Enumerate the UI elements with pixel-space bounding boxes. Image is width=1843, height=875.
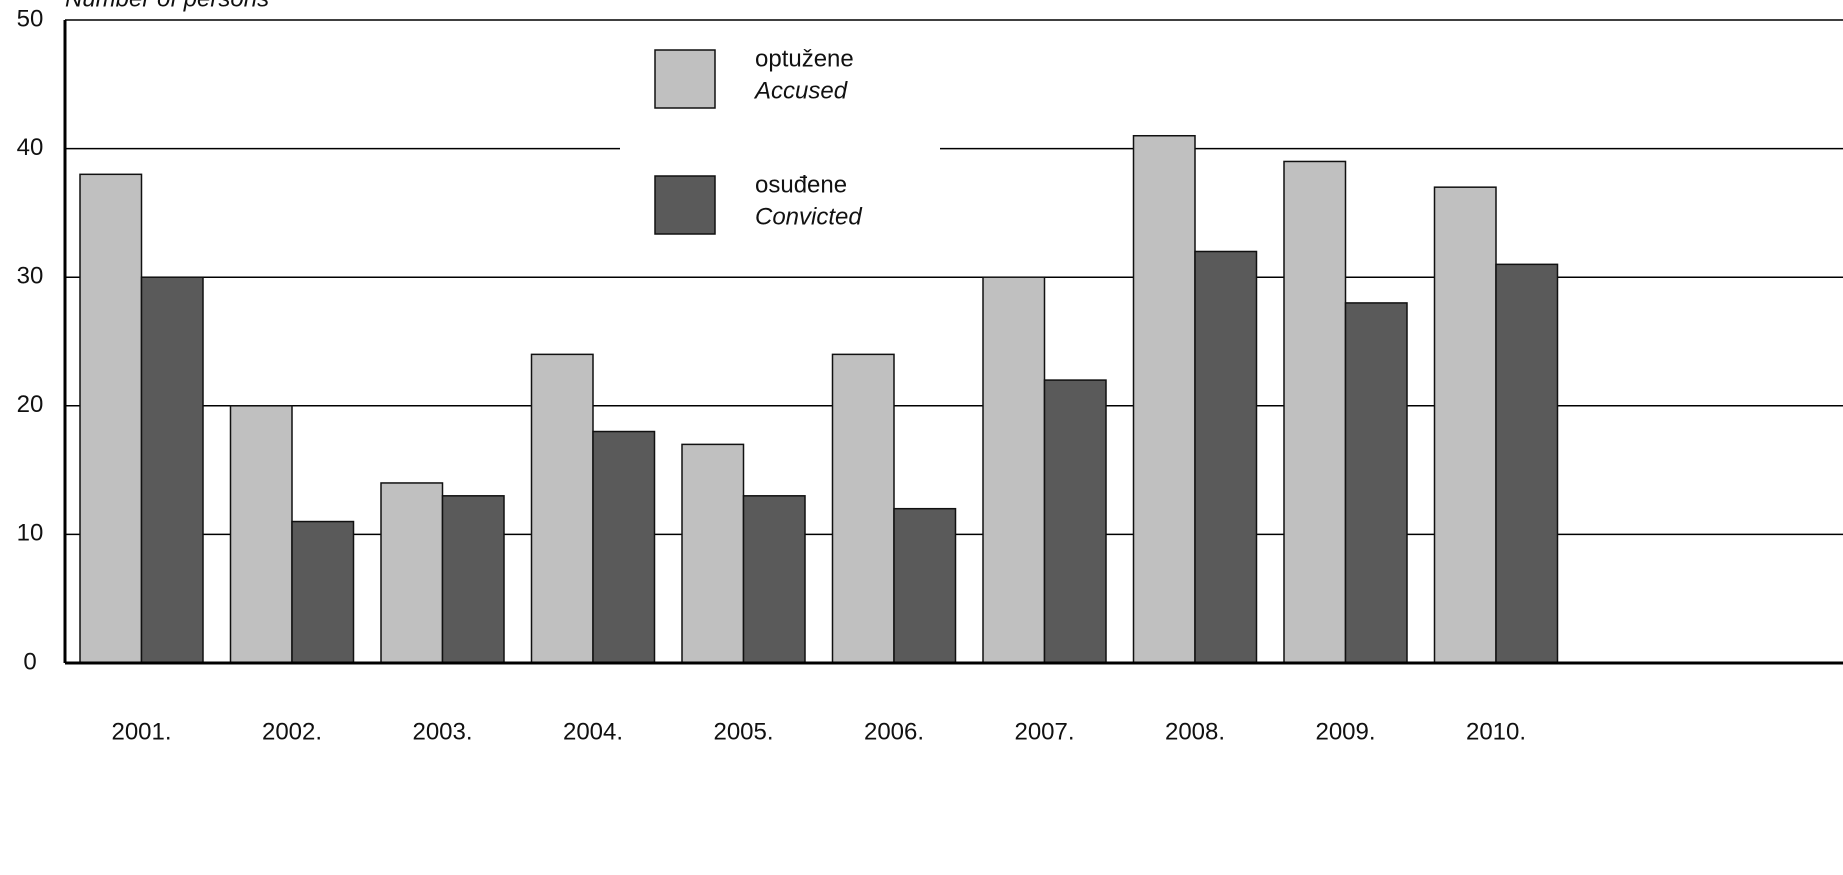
bar xyxy=(831,353,895,664)
x-tick-label: 2001. xyxy=(111,718,171,745)
x-tick-label: 2008. xyxy=(1165,718,1225,745)
bar xyxy=(982,276,1046,664)
bar xyxy=(229,405,293,664)
bar xyxy=(291,520,355,664)
x-tick-label: 2010. xyxy=(1466,718,1526,745)
bar xyxy=(1283,160,1347,664)
x-tick-label: 2003. xyxy=(412,718,472,745)
legend-label: optužene xyxy=(755,45,854,72)
legend-sublabel: Convicted xyxy=(755,203,862,230)
bar xyxy=(140,276,204,664)
bar xyxy=(79,173,143,664)
x-tick-label: 2006. xyxy=(864,718,924,745)
bar xyxy=(893,507,957,664)
x-tick-label: 2004. xyxy=(563,718,623,745)
bar xyxy=(1495,263,1559,664)
bar xyxy=(1132,134,1196,664)
y-tick-label: 40 xyxy=(17,134,44,161)
y-tick-label: 30 xyxy=(17,263,44,290)
legend-sublabel: Accused xyxy=(753,77,848,104)
bar xyxy=(441,495,505,664)
x-tick-label: 2009. xyxy=(1315,718,1375,745)
bar xyxy=(380,482,444,664)
bar xyxy=(742,495,806,664)
legend-swatch xyxy=(654,49,716,109)
legend-label: osuđene xyxy=(755,171,847,198)
x-tick-label: 2005. xyxy=(713,718,773,745)
y-tick-label: 20 xyxy=(17,391,44,418)
x-tick-label: 2007. xyxy=(1014,718,1074,745)
y-axis-label: Number of persons xyxy=(65,0,269,12)
bar xyxy=(592,430,656,664)
bar xyxy=(1433,186,1497,664)
y-tick-label: 10 xyxy=(17,520,44,547)
y-tick-label: 50 xyxy=(17,5,44,32)
y-tick-label: 0 xyxy=(23,648,36,675)
bar xyxy=(1194,250,1258,664)
bar xyxy=(1344,302,1408,664)
bar xyxy=(1043,379,1107,664)
bar xyxy=(681,443,745,664)
x-tick-label: 2002. xyxy=(262,718,322,745)
bar xyxy=(530,353,594,664)
legend-swatch xyxy=(654,175,716,235)
